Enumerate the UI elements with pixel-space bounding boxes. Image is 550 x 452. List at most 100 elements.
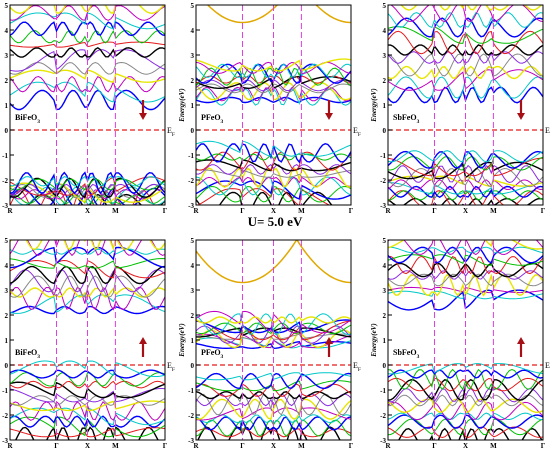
band-line	[10, 183, 165, 199]
fermi-label: EF	[167, 361, 175, 373]
y-tick-label: -3	[2, 437, 8, 445]
fermi-label: EF	[545, 126, 550, 138]
y-tick-label: 2	[383, 77, 387, 85]
band-line	[10, 415, 165, 428]
y-tick-label: -2	[188, 412, 194, 420]
x-tick-label: Γ	[240, 207, 245, 215]
x-tick-label: Γ	[541, 207, 546, 215]
y-tick-label: 3	[383, 52, 387, 60]
y-tick-label: -2	[2, 177, 8, 185]
band-line	[196, 96, 351, 104]
band-panel-2: -3 -2 -1 0 1 2 3 4 5 R Γ X M Γ Energy(eV) PFeO3 EF	[178, 2, 361, 215]
x-tick-label: Γ	[163, 442, 168, 450]
x-tick-label: Γ	[349, 442, 354, 450]
y-tick-label: 1	[191, 102, 195, 110]
band-line	[388, 394, 543, 407]
x-tick-label: X	[85, 207, 90, 215]
y-tick-label: -1	[188, 152, 194, 160]
y-tick-label: -3	[188, 437, 194, 445]
x-tick-label: M	[490, 442, 497, 450]
y-tick-label: 5	[383, 2, 387, 10]
band-line	[388, 150, 543, 163]
x-tick-label: R	[7, 442, 13, 450]
y-tick-label: 3	[383, 287, 387, 295]
x-tick-label: M	[112, 207, 119, 215]
x-tick-label: Γ	[432, 442, 437, 450]
x-tick-label: M	[490, 207, 497, 215]
y-tick-label: 2	[5, 77, 9, 85]
compound-label: BiFeO3	[15, 348, 40, 360]
x-tick-label: X	[85, 442, 90, 450]
band-line	[398, 427, 543, 440]
spin-down-arrow-icon	[517, 113, 525, 120]
y-tick-label: 5	[5, 2, 9, 10]
band-line	[10, 407, 165, 426]
band-line	[10, 46, 165, 58]
band-line	[388, 254, 543, 266]
x-tick-label: M	[112, 442, 119, 450]
band-line	[196, 169, 351, 178]
band-line	[196, 398, 351, 421]
y-tick-label: -2	[2, 412, 8, 420]
y-tick-label: -3	[188, 202, 194, 210]
figure-title: U= 5.0 eV	[247, 214, 303, 229]
spin-up-arrow-icon	[517, 337, 525, 344]
y-tick-label: -2	[380, 177, 386, 185]
y-tick-label: 3	[5, 287, 9, 295]
band-line	[10, 240, 165, 251]
spin-down-arrow-icon	[139, 113, 147, 120]
y-tick-label: 1	[191, 337, 195, 345]
y-axis-label: Energy(eV)	[178, 88, 186, 122]
y-tick-label: 4	[191, 262, 195, 270]
y-tick-label: 3	[5, 52, 9, 60]
band-curves	[388, 5, 543, 205]
y-tick-label: 0	[191, 362, 195, 370]
band-panel-3: -3 -2 -1 0 1 2 3 4 5 R Γ X M Γ Energy(eV) SbFeO3 EF	[370, 2, 550, 215]
y-tick-label: 5	[191, 237, 195, 245]
y-tick-label: -1	[380, 387, 386, 395]
x-tick-label: R	[385, 442, 391, 450]
x-tick-label: Γ	[54, 442, 59, 450]
x-tick-label: X	[271, 442, 276, 450]
y-tick-label: 5	[191, 2, 195, 10]
band-line	[388, 255, 543, 275]
band-line	[10, 193, 165, 205]
x-tick-label: X	[463, 207, 468, 215]
x-tick-label: Γ	[240, 442, 245, 450]
spin-up-arrow-icon	[139, 337, 147, 344]
y-tick-label: 4	[383, 27, 387, 35]
y-tick-label: 0	[383, 127, 387, 135]
x-tick-label: X	[463, 442, 468, 450]
x-tick-label: X	[271, 207, 276, 215]
x-tick-label: R	[7, 207, 13, 215]
y-tick-label: 1	[383, 337, 387, 345]
y-tick-label: 0	[383, 362, 387, 370]
band-line	[400, 5, 543, 11]
y-tick-label: 2	[383, 312, 387, 320]
y-axis-label: Energy(eV)	[178, 323, 186, 357]
y-tick-label: 4	[191, 27, 195, 35]
spin-up-arrow-icon	[325, 337, 333, 344]
band-line	[388, 368, 543, 391]
x-tick-label: M	[298, 207, 305, 215]
y-tick-label: 4	[5, 262, 9, 270]
y-tick-label: -3	[380, 437, 386, 445]
band-line	[10, 5, 165, 15]
compound-label: PFeO3	[201, 348, 224, 360]
y-tick-label: 3	[191, 287, 195, 295]
y-tick-label: 5	[383, 237, 387, 245]
y-tick-label: 0	[5, 362, 9, 370]
y-tick-label: -1	[2, 387, 8, 395]
band-line	[10, 240, 165, 257]
band-line	[388, 240, 543, 250]
x-tick-label: Γ	[541, 442, 546, 450]
y-tick-label: -2	[188, 177, 194, 185]
y-tick-label: 3	[191, 52, 195, 60]
x-tick-label: Γ	[349, 207, 354, 215]
y-tick-label: 2	[191, 312, 195, 320]
y-tick-label: -1	[188, 387, 194, 395]
x-tick-label: Γ	[432, 207, 437, 215]
